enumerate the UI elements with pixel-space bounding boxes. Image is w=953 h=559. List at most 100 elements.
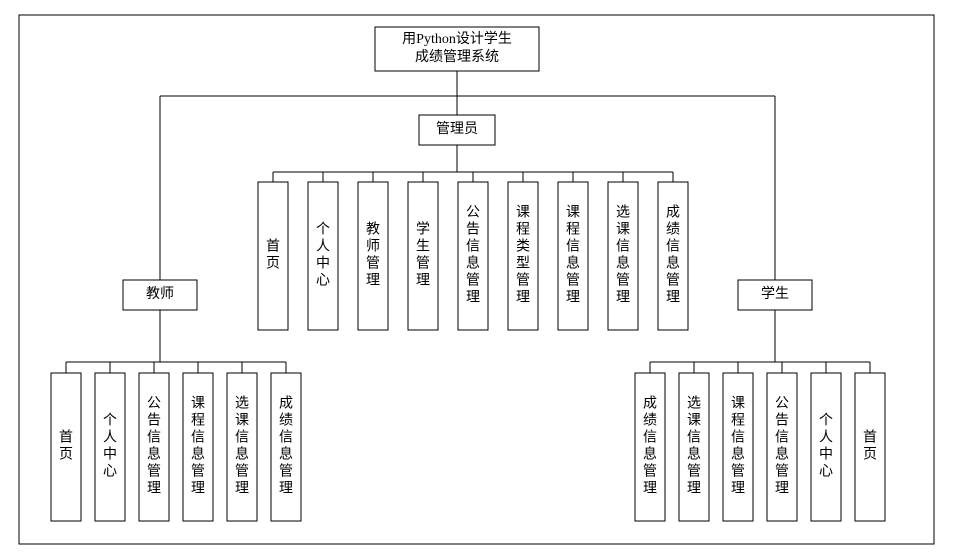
leaf-teacher-2-char: 理 [147, 482, 161, 497]
leaf-admin-6-char: 课 [566, 205, 580, 221]
leaf-student-5-char: 页 [863, 448, 877, 463]
leaf-teacher-3-char: 程 [191, 413, 205, 429]
leaf-admin-4-char: 息 [466, 255, 480, 272]
leaf-admin-2-char: 教 [366, 222, 380, 238]
leaf-teacher-3-char: 息 [191, 446, 205, 463]
node-student-label: 学生 [761, 286, 789, 302]
leaf-student-2-char: 信 [731, 430, 745, 446]
leaf-teacher-3-char: 课 [191, 396, 205, 412]
node-admin-label: 管理员 [436, 121, 478, 137]
leaf-admin-6-char: 理 [566, 291, 580, 306]
leaf-teacher-4-char: 课 [235, 413, 249, 429]
leaf-admin-5-char: 理 [516, 291, 530, 306]
leaf-admin-2-char: 理 [366, 274, 380, 289]
leaf-student-3-char: 息 [775, 446, 789, 463]
leaf-teacher-4-char: 选 [235, 396, 249, 412]
leaf-admin-6-char: 程 [566, 222, 580, 238]
node-teacher-label: 教师 [146, 286, 174, 302]
leaf-student-5-char: 首 [863, 430, 877, 446]
leaf-student-1-char: 理 [687, 482, 701, 497]
leaf-admin-3-char: 理 [416, 274, 430, 289]
leaf-student-4-char: 个 [819, 413, 833, 429]
leaf-admin-4-char: 告 [466, 222, 480, 238]
root-node-label: 成绩管理系统 [415, 49, 499, 65]
leaf-admin-3-char: 管 [416, 256, 430, 272]
leaf-student-1-char: 管 [687, 464, 701, 480]
org-chart-svg: 用Python设计学生成绩管理系统教师首页个人中心公告信息管理课程信息管理选课信… [0, 0, 953, 559]
leaf-teacher-3-char: 理 [191, 482, 205, 497]
leaf-teacher-5-char: 绩 [279, 413, 293, 429]
leaf-admin-8-char: 理 [666, 291, 680, 306]
leaf-admin-4-char: 信 [466, 239, 480, 255]
leaf-admin-7-char: 理 [616, 291, 630, 306]
leaf-student-2-char: 息 [731, 446, 745, 463]
leaf-student-4-char: 中 [819, 447, 833, 463]
leaf-student-2-char: 管 [731, 464, 745, 480]
leaf-admin-0-char: 首 [266, 239, 280, 255]
leaf-student-2-char: 课 [731, 396, 745, 412]
leaf-admin-5-char: 类 [516, 239, 530, 255]
leaf-admin-8-char: 管 [666, 273, 680, 289]
leaf-teacher-5-char: 信 [279, 430, 293, 446]
leaf-admin-7-char: 选 [616, 205, 630, 221]
leaf-teacher-2-char: 息 [147, 446, 161, 463]
leaf-admin-1-char: 人 [316, 239, 330, 255]
leaf-admin-8-char: 息 [666, 255, 680, 272]
leaf-teacher-5-char: 成 [279, 396, 293, 412]
leaf-student-4-char: 人 [819, 430, 833, 446]
leaf-teacher-4-char: 理 [235, 482, 249, 497]
leaf-admin-1-char: 心 [316, 273, 330, 289]
leaf-admin-3-char: 学 [416, 222, 430, 238]
leaf-teacher-4-char: 管 [235, 464, 249, 480]
leaf-teacher-2-char: 管 [147, 464, 161, 480]
leaf-student-3-char: 告 [775, 413, 789, 429]
leaf-student-0-char: 管 [643, 464, 657, 480]
leaf-admin-8-char: 成 [666, 205, 680, 221]
leaf-teacher-3-char: 管 [191, 464, 205, 480]
leaf-admin-7-char: 课 [616, 222, 630, 238]
leaf-student-3-char: 公 [775, 397, 789, 412]
leaf-student-3-char: 信 [775, 430, 789, 446]
leaf-teacher-5-char: 息 [279, 446, 293, 463]
leaf-teacher-1-char: 中 [103, 447, 117, 463]
leaf-teacher-2-char: 信 [147, 430, 161, 446]
leaf-admin-5-char: 程 [516, 222, 530, 238]
leaf-student-0-char: 息 [643, 446, 657, 463]
leaf-student-1-char: 课 [687, 413, 701, 429]
leaf-teacher-1-char: 心 [103, 464, 117, 480]
leaf-student-2-char: 程 [731, 413, 745, 429]
leaf-teacher-4-char: 息 [235, 446, 249, 463]
leaf-admin-5-char: 型 [516, 256, 530, 272]
leaf-admin-8-char: 信 [666, 239, 680, 255]
leaf-student-0-char: 成 [643, 396, 657, 412]
leaf-admin-7-char: 信 [616, 239, 630, 255]
leaf-teacher-5-char: 管 [279, 464, 293, 480]
leaf-admin-8-char: 绩 [666, 222, 680, 238]
leaf-student-0-char: 理 [643, 482, 657, 497]
leaf-admin-7-char: 管 [616, 273, 630, 289]
leaf-admin-0-char: 页 [266, 257, 280, 272]
leaf-teacher-1-char: 人 [103, 430, 117, 446]
leaf-student-1-char: 选 [687, 396, 701, 412]
leaf-admin-2-char: 师 [366, 239, 380, 255]
leaf-admin-4-char: 管 [466, 273, 480, 289]
leaf-admin-3-char: 生 [416, 239, 430, 255]
leaf-student-4-char: 心 [819, 464, 833, 480]
leaf-admin-2-char: 管 [366, 256, 380, 272]
leaf-student-1-char: 息 [687, 446, 701, 463]
leaf-student-1-char: 信 [687, 430, 701, 446]
leaf-student-0-char: 绩 [643, 413, 657, 429]
leaf-teacher-2-char: 公 [147, 397, 161, 412]
leaf-student-3-char: 理 [775, 482, 789, 497]
leaf-admin-6-char: 息 [566, 255, 580, 272]
leaf-admin-1-char: 中 [316, 256, 330, 272]
leaf-student-3-char: 管 [775, 464, 789, 480]
leaf-teacher-4-char: 信 [235, 430, 249, 446]
leaf-teacher-1-char: 个 [103, 413, 117, 429]
leaf-admin-6-char: 管 [566, 273, 580, 289]
leaf-student-2-char: 理 [731, 482, 745, 497]
leaf-admin-4-char: 理 [466, 291, 480, 306]
leaf-student-0-char: 信 [643, 430, 657, 446]
leaf-admin-1-char: 个 [316, 222, 330, 238]
leaf-admin-6-char: 信 [566, 239, 580, 255]
